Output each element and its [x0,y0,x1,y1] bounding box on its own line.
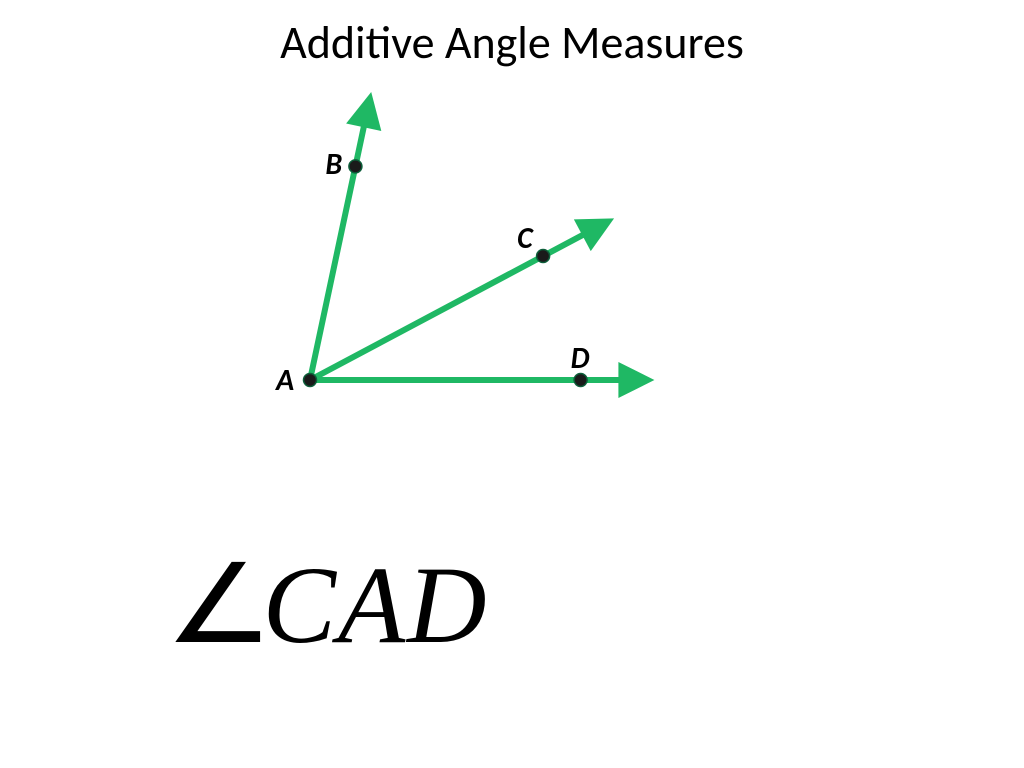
angle-expression: ∠CAD [170,540,489,669]
angle-diagram: B C D A [240,80,690,440]
label-A: A [276,362,294,399]
point-B [349,160,362,173]
ray-C [310,225,601,380]
page-title: Additive Angle Measures [0,15,1024,71]
label-D: D [571,340,590,377]
point-A [304,374,317,387]
diagram-svg [240,80,690,440]
point-C [537,250,550,263]
label-C: C [517,220,533,257]
label-B: B [325,146,342,183]
angle-symbol: ∠ [165,540,276,669]
angle-letters: CAD [263,544,489,666]
